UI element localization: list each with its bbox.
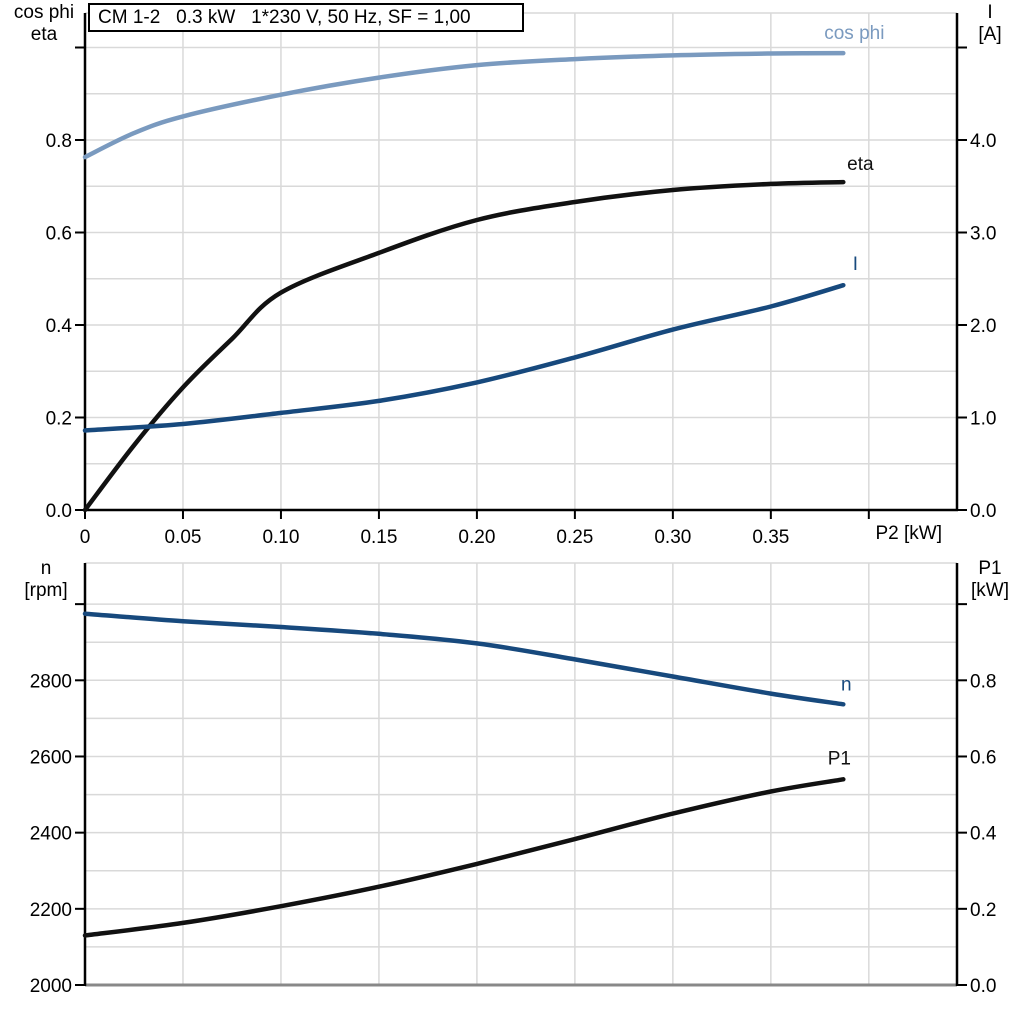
axis-title-line: I — [987, 2, 993, 23]
axis-title-line: [A] — [978, 24, 1002, 45]
left-tick-label: 0.2 — [46, 409, 72, 430]
left-tick-label: 2200 — [30, 900, 72, 921]
series-label-n: n — [841, 674, 852, 695]
x-tick-label: 0.35 — [752, 527, 789, 548]
x-tick-label: 0.10 — [262, 527, 299, 548]
right-tick-label: 0.0 — [970, 976, 996, 997]
axis-title-line: n — [40, 558, 52, 579]
bottom-right-axis-title: P1 [kW] — [960, 558, 1020, 602]
left-tick-label: 0.4 — [46, 316, 73, 337]
right-tick-label: 4.0 — [970, 131, 996, 152]
axis-title-line: P1 — [978, 558, 1002, 579]
left-tick-label: 0.6 — [46, 224, 72, 245]
series-path-n — [82, 611, 846, 707]
right-tick-label: 0.4 — [970, 824, 997, 845]
x-tick-label: 0.20 — [458, 527, 495, 548]
left-tick-label: 0.8 — [46, 131, 72, 152]
left-tick-label: 2000 — [30, 976, 72, 997]
right-tick-label: 0.8 — [970, 671, 996, 692]
bottom-left-axis-title: n [rpm] — [4, 558, 88, 602]
right-tick-label: 0.2 — [970, 900, 996, 921]
right-tick-label: 0.0 — [970, 501, 996, 522]
series-path-I — [82, 282, 846, 433]
left-tick-label: 2600 — [30, 747, 72, 768]
left-tick-label: 2800 — [30, 671, 72, 692]
top-right-axis-title: I [A] — [960, 2, 1020, 46]
left-tick-label: 2400 — [30, 824, 72, 845]
series-path-eta — [82, 179, 846, 513]
right-tick-label: 0.6 — [970, 747, 996, 768]
series-path-P1 — [82, 777, 846, 938]
left-tick-label: 0.0 — [46, 501, 72, 522]
right-tick-label: 1.0 — [970, 409, 996, 430]
x-tick-label: 0.15 — [360, 527, 397, 548]
x-tick-label: 0 — [80, 527, 91, 548]
x-axis-label: P2 [kW] — [875, 523, 942, 544]
axis-title-line: eta — [30, 24, 58, 45]
top-left-axis-title: cos phi eta — [2, 2, 86, 46]
chart-title: CM 1-2 0.3 kW 1*230 V, 50 Hz, SF = 1,00 — [98, 6, 471, 28]
axis-title-line: cos phi — [13, 2, 75, 23]
series-label-I: I — [853, 254, 858, 275]
x-tick-label: 0.30 — [654, 527, 691, 548]
x-tick-label: 0.25 — [556, 527, 593, 548]
x-tick-label: 0.05 — [164, 527, 201, 548]
right-tick-label: 3.0 — [970, 224, 996, 245]
right-tick-label: 2.0 — [970, 316, 996, 337]
series-label-cos-phi: cos phi — [824, 23, 884, 44]
axis-title-line: [kW] — [971, 580, 1009, 601]
series-label-eta: eta — [847, 154, 874, 175]
chart-title-box: CM 1-2 0.3 kW 1*230 V, 50 Hz, SF = 1,00 — [88, 3, 524, 32]
axis-title-line: [rpm] — [24, 580, 68, 601]
series-label-P1: P1 — [828, 748, 851, 769]
series-path-cos-phi — [82, 50, 846, 160]
